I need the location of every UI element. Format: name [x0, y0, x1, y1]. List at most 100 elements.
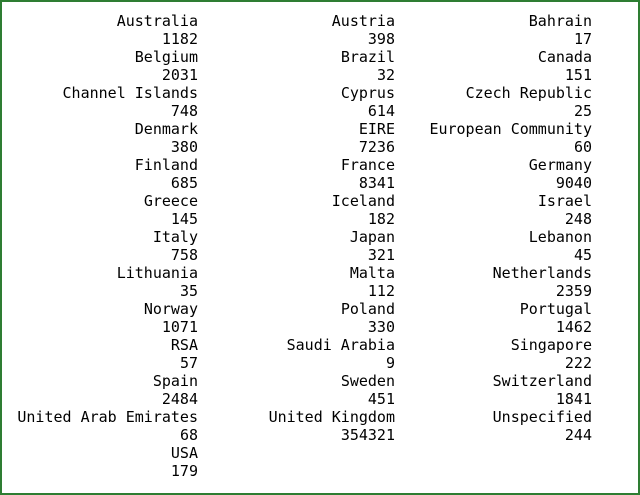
country-entry: Australia 1182 [17, 12, 198, 48]
country-entry: Greece 145 [17, 192, 198, 228]
country-entry: Bahrain 17 [429, 12, 592, 48]
country-count: 398 [367, 30, 395, 48]
country-entry: Brazil 32 [269, 48, 395, 84]
country-entry: Sweden 451 [269, 372, 395, 408]
country-entry: Canada 151 [429, 48, 592, 84]
country-count: 1071 [161, 318, 198, 336]
country-count: 1462 [555, 318, 592, 336]
country-name: Finland [134, 156, 198, 174]
country-count: 451 [367, 390, 395, 408]
country-entry: United Kingdom 354321 [269, 408, 395, 444]
country-entry: Israel 248 [429, 192, 592, 228]
country-name: Brazil [340, 48, 395, 66]
country-entry: Saudi Arabia 9 [269, 336, 395, 372]
country-name: Germany [528, 156, 592, 174]
country-count: 57 [179, 354, 198, 372]
country-count: 1182 [161, 30, 198, 48]
country-name: Spain [152, 372, 198, 390]
country-entry: Spain 2484 [17, 372, 198, 408]
country-count: 68 [179, 426, 198, 444]
country-count: 248 [564, 210, 592, 228]
country-name: EIRE [358, 120, 395, 138]
country-entry: Lebanon 45 [429, 228, 592, 264]
country-entry: USA 179 [17, 444, 198, 480]
country-entry: France 8341 [269, 156, 395, 192]
country-count: 60 [573, 138, 592, 156]
country-entry: Norway 1071 [17, 300, 198, 336]
country-name: Canada [537, 48, 592, 66]
country-entry: Netherlands 2359 [429, 264, 592, 300]
country-name: Iceland [331, 192, 395, 210]
country-count: 145 [170, 210, 198, 228]
country-count: 321 [367, 246, 395, 264]
country-count: 112 [367, 282, 395, 300]
country-entry: Cyprus 614 [269, 84, 395, 120]
country-entry: Austria 398 [269, 12, 395, 48]
country-count: 35 [179, 282, 198, 300]
country-count: 9040 [555, 174, 592, 192]
country-count: 1841 [555, 390, 592, 408]
column-3: Bahrain 17 Canada 151 Czech Republic 25 Europe… [429, 12, 592, 444]
country-count: 354321 [340, 426, 395, 444]
country-name: Czech Republic [465, 84, 592, 102]
country-count: 758 [170, 246, 198, 264]
country-entry: Denmark 380 [17, 120, 198, 156]
country-entry: Iceland 182 [269, 192, 395, 228]
country-entry: Switzerland 1841 [429, 372, 592, 408]
country-entry: EIRE 7236 [269, 120, 395, 156]
country-name: European Community [429, 120, 592, 138]
country-name: Lithuania [116, 264, 198, 282]
country-count: 9 [385, 354, 395, 372]
country-entry: European Community 60 [429, 120, 592, 156]
column-2: Austria 398 Brazil 32 Cyprus 614 EIRE 7236 Franc… [269, 12, 395, 444]
country-entry: Poland 330 [269, 300, 395, 336]
country-name: Netherlands [492, 264, 592, 282]
country-count: 380 [170, 138, 198, 156]
country-count: 685 [170, 174, 198, 192]
country-name: Sweden [340, 372, 395, 390]
country-name: Switzerland [492, 372, 592, 390]
country-count: 2359 [555, 282, 592, 300]
country-entry: Japan 321 [269, 228, 395, 264]
country-count: 222 [564, 354, 592, 372]
country-entry: Belgium 2031 [17, 48, 198, 84]
country-name: Israel [537, 192, 592, 210]
country-count: 151 [564, 66, 592, 84]
country-entry: United Arab Emirates 68 [17, 408, 198, 444]
country-name: Bahrain [528, 12, 592, 30]
country-count: 45 [573, 246, 592, 264]
country-count: 17 [573, 30, 592, 48]
country-entry: Czech Republic 25 [429, 84, 592, 120]
country-entry: Italy 758 [17, 228, 198, 264]
country-count: 748 [170, 102, 198, 120]
country-entry: Channel Islands 748 [17, 84, 198, 120]
country-name: United Kingdom [268, 408, 395, 426]
country-name: RSA [170, 336, 198, 354]
country-entry: Portugal 1462 [429, 300, 592, 336]
column-1: Australia 1182 Belgium 2031 Channel Islands 7… [17, 12, 198, 480]
country-entry: Lithuania 35 [17, 264, 198, 300]
country-name: Australia [116, 12, 198, 30]
country-name: Poland [340, 300, 395, 318]
country-name: USA [170, 444, 198, 462]
country-entry: Germany 9040 [429, 156, 592, 192]
country-count: 25 [573, 102, 592, 120]
country-count: 7236 [358, 138, 395, 156]
country-count: 32 [376, 66, 395, 84]
country-name: Channel Islands [62, 84, 198, 102]
country-name: Norway [143, 300, 198, 318]
country-entry: Unspecified 244 [429, 408, 592, 444]
country-name: Greece [143, 192, 198, 210]
country-count: 179 [170, 462, 198, 480]
country-entry: RSA 57 [17, 336, 198, 372]
country-count: 2484 [161, 390, 198, 408]
country-name: United Arab Emirates [17, 408, 198, 426]
country-name: Belgium [134, 48, 198, 66]
country-name: France [340, 156, 395, 174]
country-name: Denmark [134, 120, 198, 138]
country-entry: Finland 685 [17, 156, 198, 192]
country-entry: Singapore 222 [429, 336, 592, 372]
country-count: 330 [367, 318, 395, 336]
country-name: Portugal [519, 300, 592, 318]
